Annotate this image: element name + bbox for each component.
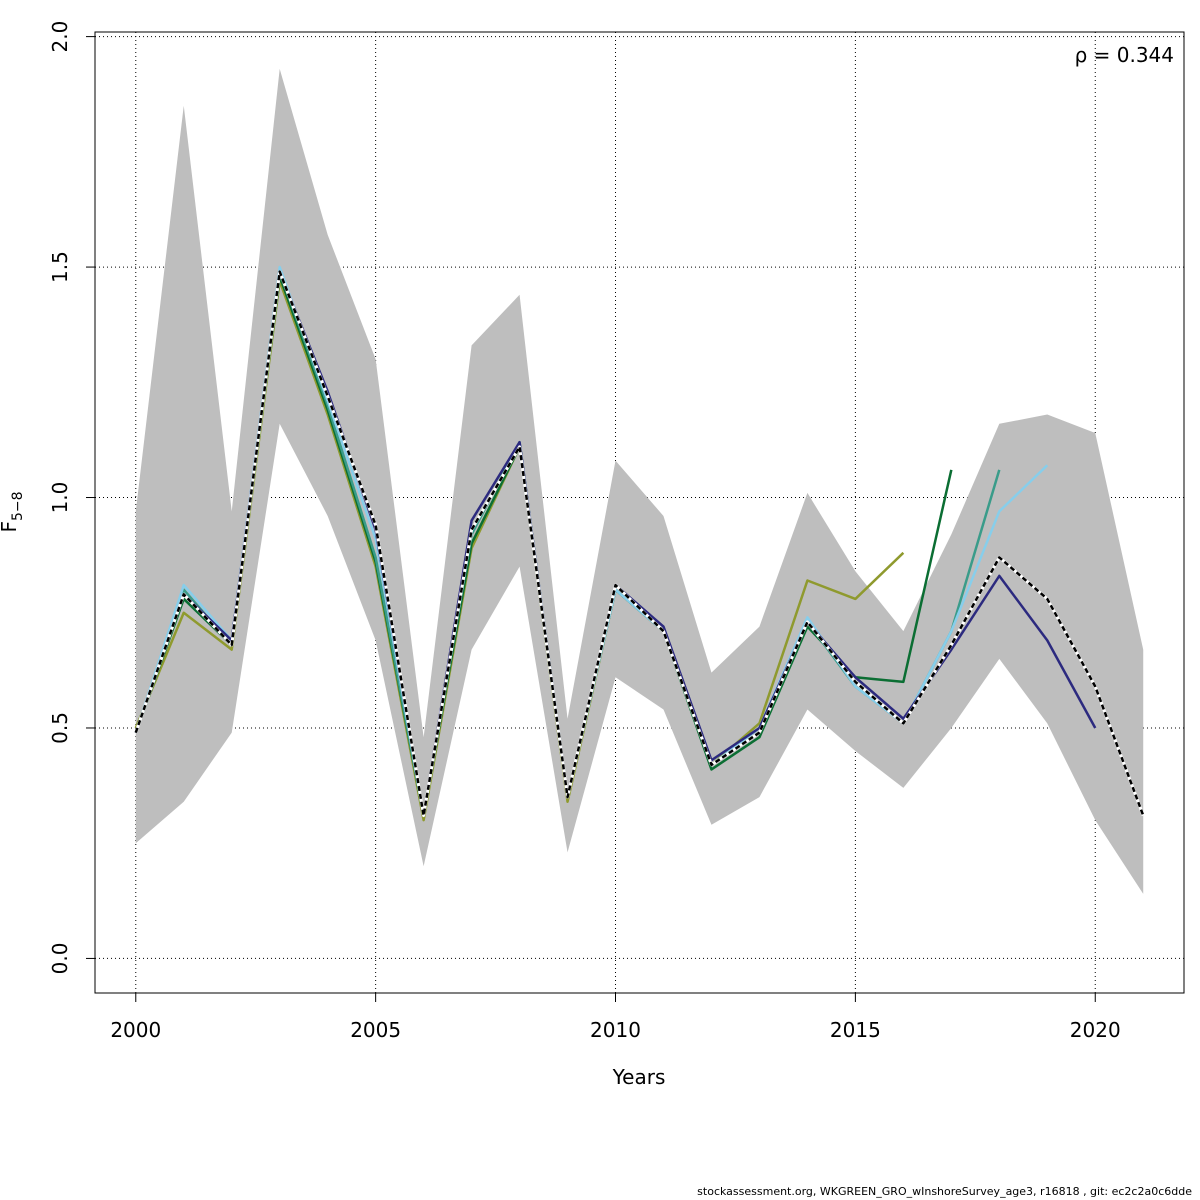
confidence-band (135, 68, 1144, 894)
x-axis-label: Years (612, 1065, 666, 1089)
series-line-final (134, 270, 1145, 817)
y-axis-label: F5−8 (0, 491, 26, 532)
y-axis-label-subscript: 5−8 (10, 491, 26, 521)
y-tick-label: 0.0 (48, 943, 72, 975)
x-tick-label: 2015 (830, 1018, 881, 1042)
y-tick-label: 2.0 (48, 21, 72, 53)
x-tick-label: 2020 (1070, 1018, 1121, 1042)
rho-annotation: ρ = 0.344 (1075, 43, 1174, 67)
x-tick-label: 2000 (110, 1018, 161, 1042)
x-tick-label: 2010 (590, 1018, 641, 1042)
y-tick-label: 1.0 (48, 482, 72, 514)
plot-frame (94, 31, 1185, 994)
footer-credit: stockassessment.org, WKGREEN_GRO_wInshor… (697, 1185, 1192, 1198)
confidence-band-layer (135, 68, 1144, 894)
y-axis-label-main: F (0, 521, 21, 533)
axes: 2000 2005 2010 2015 2020 0.0 0.5 1.0 1.5 2.0 (48, 21, 1121, 1042)
y-tick-label: 1.5 (48, 251, 72, 283)
series-layer (134, 265, 1145, 822)
y-tick-label: 0.5 (48, 712, 72, 744)
x-tick-label: 2005 (350, 1018, 401, 1042)
